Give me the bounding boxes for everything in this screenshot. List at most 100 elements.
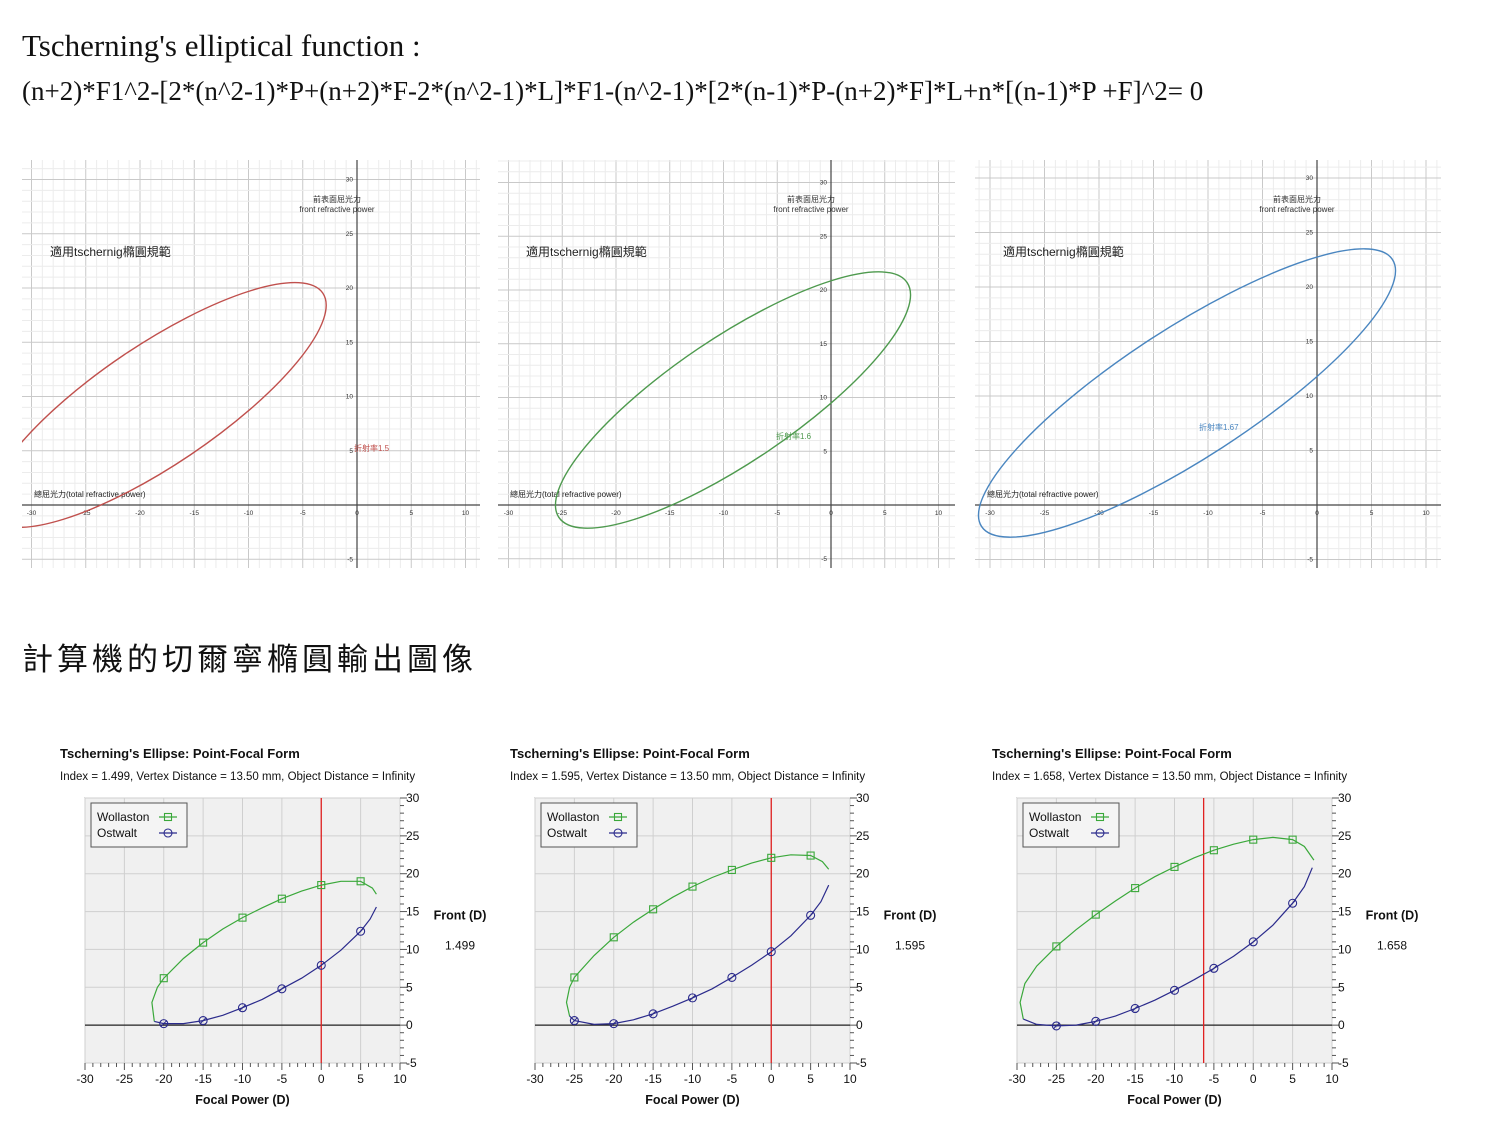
ostwalt-marker [356,926,366,936]
ellipse-curve [22,281,327,529]
x-tick-label: -5 [277,1072,288,1086]
ostwalt-marker-slash [1131,1005,1139,1012]
ostwalt-marker-slash [239,1004,246,1012]
wollaston-marker [1288,835,1297,844]
y-tick-label: 15 [820,341,828,348]
x-tick-label: 5 [883,510,887,517]
ostwalt-marker [727,972,737,982]
ostwalt-marker [1130,1003,1140,1014]
ostwalt-marker [569,1016,579,1026]
x-tick-label: 0 [1315,510,1319,517]
legend-marker [163,812,173,822]
x-tick-label: 5 [409,510,413,517]
x-tick-label: -10 [1203,510,1213,517]
x-axis-label: Focal Power (D) [195,1093,289,1107]
formula: (n+2)*F1^2-[2*(n^2-1)*P+(n+2)*F-2*(n^2-1… [22,76,1204,106]
x-tick-label: 5 [807,1072,814,1086]
ostwalt-marker-slash [1210,965,1218,972]
ostwalt-marker-slash [1053,1022,1060,1030]
x-tick-label: -15 [1149,510,1159,517]
wollaston-marker [1209,846,1218,855]
y-ticks [400,797,407,1064]
y-axis-label: Front (D) [1366,908,1419,922]
y-axis-label-en: front refractive power [299,205,374,214]
y-tick-label: 10 [406,942,420,956]
wollaston-curve [565,854,830,1017]
ellipse-curve [977,248,1397,538]
ostwalt-marker-slash [649,1010,657,1018]
ellipse-curve [554,271,912,529]
x-axis-label: 總屈光力(total refractive power) [34,489,146,499]
x-tick-label: -30 [985,510,995,517]
ostwalt-marker-slash [278,985,286,993]
ostwalt-curve [154,906,377,1025]
ostwalt-marker-slash [1249,938,1257,946]
y-axis-label: Front (D) [434,908,487,922]
x-tick-label: -20 [135,510,145,517]
x-tick-label: -20 [611,510,621,517]
y-tick-label: 30 [1306,175,1314,182]
y-tick-label: 20 [406,867,420,881]
chart-subtitle: Index = 1.595, Vertex Distance = 13.50 m… [510,771,865,783]
legend-marker [1095,828,1105,838]
ostwalt-marker [806,910,816,920]
y-tick-label: -5 [821,556,827,563]
wollaston-marker [238,913,247,922]
ostwalt-marker-slash [1092,1018,1100,1025]
ostwalt-marker-slash [689,994,696,1002]
curve-label: 折射率1.6 [776,431,812,441]
y-tick-label: 25 [1338,829,1352,843]
page-title: Tscherning's elliptical function : [22,28,421,63]
legend-label: Wollaston [97,810,149,824]
x-axis-label: Focal Power (D) [645,1093,739,1107]
legend-label: Wollaston [547,810,599,824]
ostwalt-curve [569,884,830,1026]
y-tick-label: 10 [856,942,870,956]
ostwalt-marker-slash [767,948,775,956]
chart-title: Tscherning's Ellipse: Point-Focal Form [510,746,750,761]
y-ticks [850,797,857,1064]
y-tick-label: 20 [820,287,828,294]
chart-subtitle: Index = 1.499, Vertex Distance = 13.50 m… [60,771,415,783]
ostwalt-marker [766,947,776,957]
wollaston-marker [1131,884,1140,893]
x-tick-label: -10 [684,1072,702,1086]
x-axis-label: 總屈光力(total refractive power) [987,489,1099,499]
x-tick-label: -10 [1166,1072,1184,1086]
y-axis-label: Front (D) [884,908,937,922]
x-tick-label: -5 [1209,1072,1220,1086]
y-tick-label: 10 [1338,942,1352,956]
chart-title: Tscherning's Ellipse: Point-Focal Form [60,746,300,761]
region-label: 適用tschernig橢圓規範 [526,244,647,259]
x-tick-label: 0 [829,510,833,517]
y-tick-label: 0 [406,1018,413,1032]
legend-box [90,802,188,848]
x-tick-label: 10 [1325,1072,1339,1086]
x-tick-label: -5 [727,1072,738,1086]
y-tick-label: 15 [856,905,870,919]
y-tick-label: -5 [1338,1056,1349,1070]
x-tick-label: -30 [526,1072,544,1086]
x-tick-label: -20 [605,1072,623,1086]
y-tick-label: 30 [1338,791,1352,805]
y-tick-label: 15 [1338,905,1352,919]
y-tick-label: 30 [406,791,420,805]
graph-grid [975,160,1441,568]
legend-box [1022,802,1120,848]
wollaston-marker [570,973,579,982]
y-tick-label: 5 [823,448,827,455]
wollaston-marker [609,933,618,942]
y-tick-label: -5 [856,1056,867,1070]
y-tick-label: 15 [406,905,420,919]
region-label: 適用tschernig橢圓規範 [1003,244,1124,259]
x-tick-label: 0 [318,1072,325,1086]
x-tick-label: -15 [665,510,675,517]
ostwalt-marker [609,1019,619,1029]
ostwalt-marker-slash [807,912,814,919]
y-tick-label: 10 [346,394,354,401]
x-tick-label: -15 [190,510,200,517]
x-tick-label: 5 [1370,510,1374,517]
y-tick-label: 20 [856,867,870,881]
graph-grid [498,160,955,568]
x-ticks [1016,1063,1333,1070]
